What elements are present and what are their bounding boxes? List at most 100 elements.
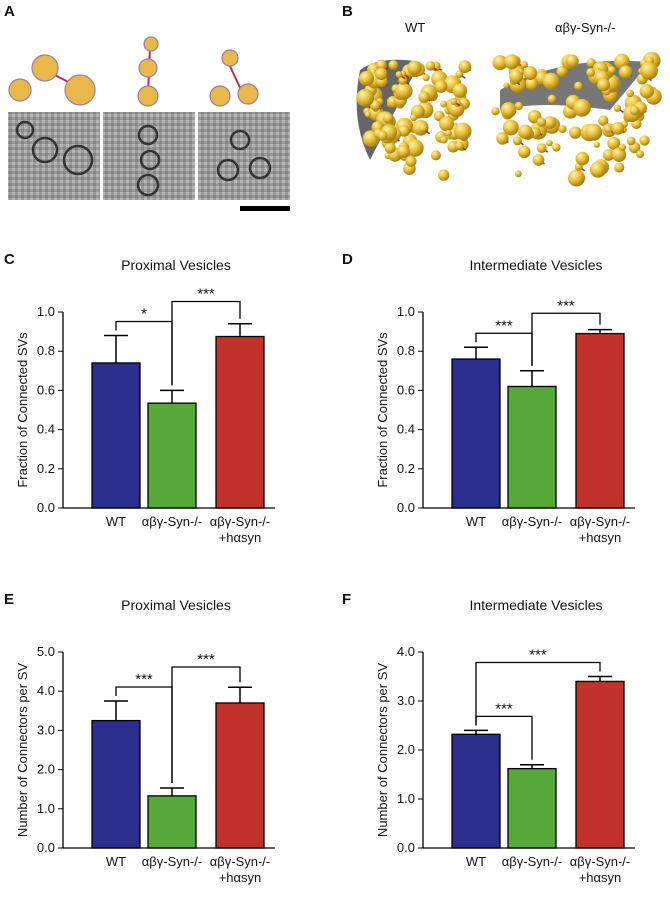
bar [575,680,625,849]
bar [507,767,557,849]
bar [451,358,501,509]
significance-label: *** [529,647,547,664]
vesicle [597,115,609,126]
y-tick-label: 2.0 [37,762,55,777]
y-tick-label: 3.0 [37,722,55,737]
x-tick-label: αβγ-Syn-/- [502,854,563,869]
x-tick-label: WT [106,854,126,869]
x-tick-label: αβγ-Syn-/-+hαsyn [210,854,271,885]
vesicle [396,144,410,158]
vesicle [364,111,371,118]
vesicle [356,88,375,107]
vesicle [593,141,600,148]
y-axis-label: Fraction of Connected SVs [375,332,390,488]
vesicle [458,60,472,74]
y-tick-label: 2.0 [397,742,415,757]
y-tick-label: 0.6 [37,382,55,397]
vesicle [425,61,436,71]
vesicle [552,143,561,152]
vesicle [532,154,545,166]
vesicle [398,125,410,137]
vesicle [546,139,553,147]
vesicle [375,67,388,81]
vesicle [556,65,568,77]
y-tick-label: 4.0 [397,644,415,659]
vesicle [565,54,579,68]
vesicle [358,70,375,87]
vesicle [518,145,531,159]
vesicle [430,150,441,161]
vesicle [410,114,418,122]
significance-bracket [475,661,601,726]
panel-label: A [4,3,15,20]
panel-label: B [342,3,353,20]
significance-label: *** [197,651,215,668]
y-tick-label: 3.0 [397,693,415,708]
vesicle [626,89,634,98]
vesicle [438,116,454,132]
vesicle [491,107,500,116]
vesicle [418,123,428,133]
vesicle [639,135,650,146]
vesicle [496,132,509,145]
vesicle [500,102,517,118]
y-tick-label: 1.0 [397,304,415,319]
vesicle [406,139,424,157]
vesicle [395,71,403,78]
vesicle [604,125,613,134]
bar [215,702,265,849]
x-tick-label: WT [466,514,486,529]
x-tick-label: αβγ-Syn-/- [502,514,563,529]
vesicle [575,151,590,166]
vesicle [384,142,396,154]
chart-title: Intermediate Vesicles [469,597,602,613]
significance-label: *** [495,317,513,334]
panel-label: C [4,251,15,268]
vesicle [611,121,625,135]
y-axis-label: Number of Connectors per SV [375,663,390,837]
vesicle [586,58,596,68]
y-tick-label: 0.2 [37,461,55,476]
x-tick-label: αβγ-Syn-/-+hαsyn [570,854,631,885]
vesicle [502,119,519,136]
vesicle [573,98,591,117]
significance-label: *** [495,700,513,717]
vesicle [514,170,522,178]
chart-title: Proximal Vesicles [121,257,231,273]
vesicle [574,81,583,91]
vesicle [418,91,430,103]
vesicle [618,65,633,79]
y-tick-label: 4.0 [37,683,55,698]
y-tick-label: 0.4 [397,422,415,437]
bar [91,362,141,509]
panel-label: D [342,251,353,268]
vesicle [454,122,472,140]
vesicle [382,112,394,124]
significance-bracket [531,312,601,366]
vesicle [602,149,615,161]
y-axis-label: Fraction of Connected SVs [15,332,30,488]
vesicle [512,136,522,146]
vesicle [405,155,417,167]
vesicle [608,66,616,74]
vesicles [356,51,662,187]
vesicle [614,53,630,70]
y-tick-label: 0.0 [397,500,415,515]
condition-label: WT [405,20,425,35]
y-tick-label: 0.8 [397,343,415,358]
vesicle [640,61,658,80]
vesicle [543,116,557,129]
panel-label: F [342,591,351,608]
vesicle [376,59,387,71]
vesicle [585,123,603,141]
vesicle [440,135,448,144]
x-tick-label: WT [106,514,126,529]
y-tick-label: 0.4 [37,422,55,437]
x-tick-label: αβγ-Syn-/-+hαsyn [210,514,271,545]
vesicle [586,67,596,77]
y-tick-label: 1.0 [397,791,415,806]
vesicle [445,129,452,137]
schematic [8,36,259,107]
vesicle [504,54,520,70]
